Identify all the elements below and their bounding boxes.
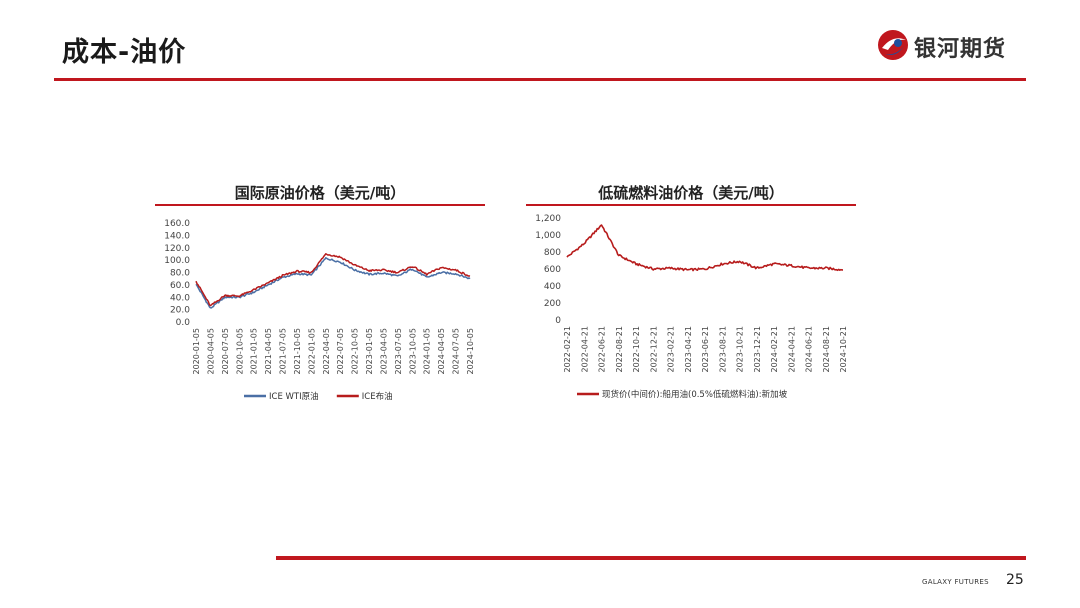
data-point (687, 269, 689, 271)
y-tick-label: 140.0 (164, 231, 190, 241)
x-tick-label: 2020-07-05 (221, 328, 230, 375)
x-tick-label: 2023-10-05 (408, 328, 417, 375)
y-tick-label: 60.0 (170, 281, 190, 291)
x-tick-label: 2022-12-21 (649, 326, 658, 373)
x-tick-label: 2021-07-05 (279, 328, 288, 375)
x-tick-label: 2022-07-05 (336, 328, 345, 375)
chart-2-title-rule (526, 204, 856, 206)
x-tick-label: 2024-10-05 (466, 328, 475, 375)
x-tick-label: 2022-04-21 (580, 326, 589, 373)
x-tick-label: 2020-01-05 (192, 328, 201, 375)
x-tick-label: 2021-10-05 (293, 328, 302, 375)
galaxy-logo-icon (878, 30, 908, 60)
y-tick-label: 120.0 (164, 244, 190, 254)
x-tick-label: 2024-08-21 (822, 326, 831, 373)
data-point (773, 263, 775, 265)
x-tick-label: 2023-04-05 (379, 328, 388, 375)
series-line-1 (566, 224, 843, 272)
x-tick-label: 2024-10-21 (839, 326, 848, 373)
x-tick-label: 2022-02-21 (563, 326, 572, 373)
logo-text: 银河期货 (914, 37, 1007, 62)
x-tick-label: 2021-01-05 (250, 328, 259, 375)
x-tick-label: 2023-07-05 (394, 328, 403, 375)
y-tick-label: 1,200 (535, 214, 561, 224)
company-logo: 银河期货 (876, 28, 1036, 64)
x-tick-label: 2020-04-05 (206, 328, 215, 375)
data-point (756, 267, 758, 269)
data-point (618, 255, 620, 257)
header-rule (54, 78, 1026, 81)
x-tick-label: 2023-10-21 (736, 326, 745, 373)
y-tick-label: 0 (555, 316, 561, 326)
x-tick-label: 2023-08-21 (718, 326, 727, 373)
legend-label: ICE WTI原油 (269, 391, 319, 402)
x-tick-label: 2023-04-21 (684, 326, 693, 373)
x-tick-label: 2023-02-21 (667, 326, 676, 373)
data-point (790, 265, 792, 267)
x-tick-label: 2024-02-21 (770, 326, 779, 373)
y-tick-label: 160.0 (164, 219, 190, 229)
y-tick-label: 0.0 (176, 318, 191, 328)
x-tick-label: 2023-06-21 (701, 326, 710, 373)
legend-label: ICE布油 (362, 391, 393, 402)
y-tick-label: 20.0 (170, 306, 190, 316)
data-point (842, 269, 844, 271)
x-tick-label: 2024-06-21 (805, 326, 814, 373)
x-tick-label: 2023-12-21 (753, 326, 762, 373)
y-tick-label: 40.0 (170, 293, 190, 303)
footer-brand: GALAXY FUTURES (922, 578, 989, 586)
x-tick-label: 2020-10-05 (235, 328, 244, 375)
data-point (825, 267, 827, 269)
x-tick-label: 2022-01-05 (307, 328, 316, 375)
legend-label: 现货价(中间价):船用油(0.5%低硫燃料油):新加坡 (602, 389, 788, 400)
slide-title: 成本-油价 (62, 37, 187, 68)
y-tick-label: 200 (544, 299, 561, 309)
footer-rule (276, 556, 1026, 560)
page-number: 25 (1006, 572, 1024, 588)
y-tick-label: 80.0 (170, 269, 190, 279)
y-tick-label: 800 (544, 248, 561, 258)
data-point (808, 267, 810, 269)
x-tick-label: 2021-04-05 (264, 328, 273, 375)
x-tick-label: 2022-04-05 (322, 328, 331, 375)
x-tick-label: 2022-10-05 (351, 328, 360, 375)
data-point (704, 268, 706, 270)
data-point (635, 263, 637, 265)
y-tick-label: 1,000 (535, 231, 561, 241)
series-line-2 (195, 253, 471, 307)
x-tick-label: 2024-01-05 (423, 328, 432, 375)
chart-1-title-rule (155, 204, 485, 206)
chart-1-title: 国际原油价格（美元/吨） (234, 184, 406, 202)
data-point (721, 263, 723, 265)
data-point (583, 243, 585, 245)
data-point (652, 268, 654, 270)
data-point (601, 224, 603, 226)
x-tick-label: 2022-08-21 (615, 326, 624, 373)
y-tick-label: 600 (544, 265, 561, 275)
data-point (739, 261, 741, 263)
x-tick-label: 2024-04-21 (787, 326, 796, 373)
data-point (566, 256, 568, 258)
data-point (670, 267, 672, 269)
x-tick-label: 2023-01-05 (365, 328, 374, 375)
series-line-1 (195, 257, 471, 309)
y-tick-label: 400 (544, 282, 561, 292)
x-tick-label: 2022-06-21 (598, 326, 607, 373)
x-tick-label: 2022-10-21 (632, 326, 641, 373)
x-tick-label: 2024-04-05 (437, 328, 446, 375)
x-tick-label: 2024-07-05 (452, 328, 461, 375)
y-tick-label: 100.0 (164, 256, 190, 266)
chart-2-title: 低硫燃料油价格（美元/吨） (598, 184, 784, 202)
